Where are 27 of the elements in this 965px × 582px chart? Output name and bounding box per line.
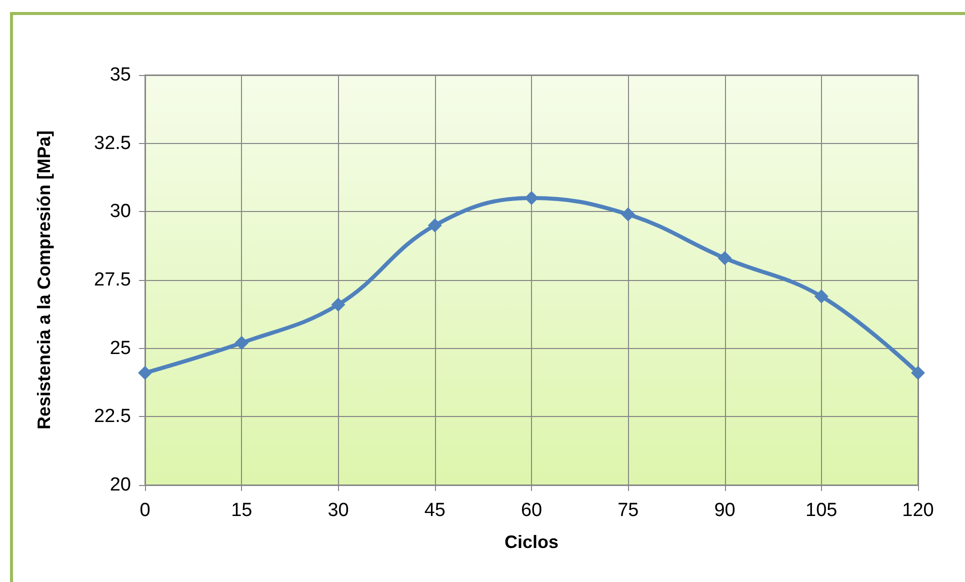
x-tick-label: 75: [618, 500, 639, 521]
y-tick-label: 22.5: [94, 406, 131, 428]
point: [331, 298, 346, 312]
x-tick-label: 120: [902, 500, 934, 521]
point: [138, 366, 152, 380]
y-tick-label: 27.5: [94, 270, 131, 290]
y-tick-label: 25: [110, 338, 131, 359]
x-axis-title: Ciclos: [504, 532, 559, 552]
x-tick-label: 45: [424, 500, 446, 521]
x-tick-label: 60: [520, 500, 542, 521]
point: [718, 251, 732, 266]
point: [911, 366, 925, 380]
y-tick-label: 20: [110, 474, 131, 496]
point: [621, 207, 636, 222]
x-tick-label: 30: [328, 500, 349, 521]
y-axis-title: Resistencia a la Compresión [MPa]: [34, 130, 54, 430]
y-tick-label: 35: [110, 64, 131, 86]
y-tick-label: 30: [110, 201, 131, 222]
x-tick-label: 90: [714, 500, 736, 521]
x-tick-label: 0: [140, 500, 150, 521]
y-tick-label: 32.5: [94, 132, 131, 154]
x-tick-label: 105: [806, 500, 838, 521]
point: [234, 336, 249, 350]
point: [814, 289, 828, 304]
point: [524, 191, 538, 205]
x-tick-label: 15: [231, 500, 252, 521]
point: [428, 218, 442, 232]
